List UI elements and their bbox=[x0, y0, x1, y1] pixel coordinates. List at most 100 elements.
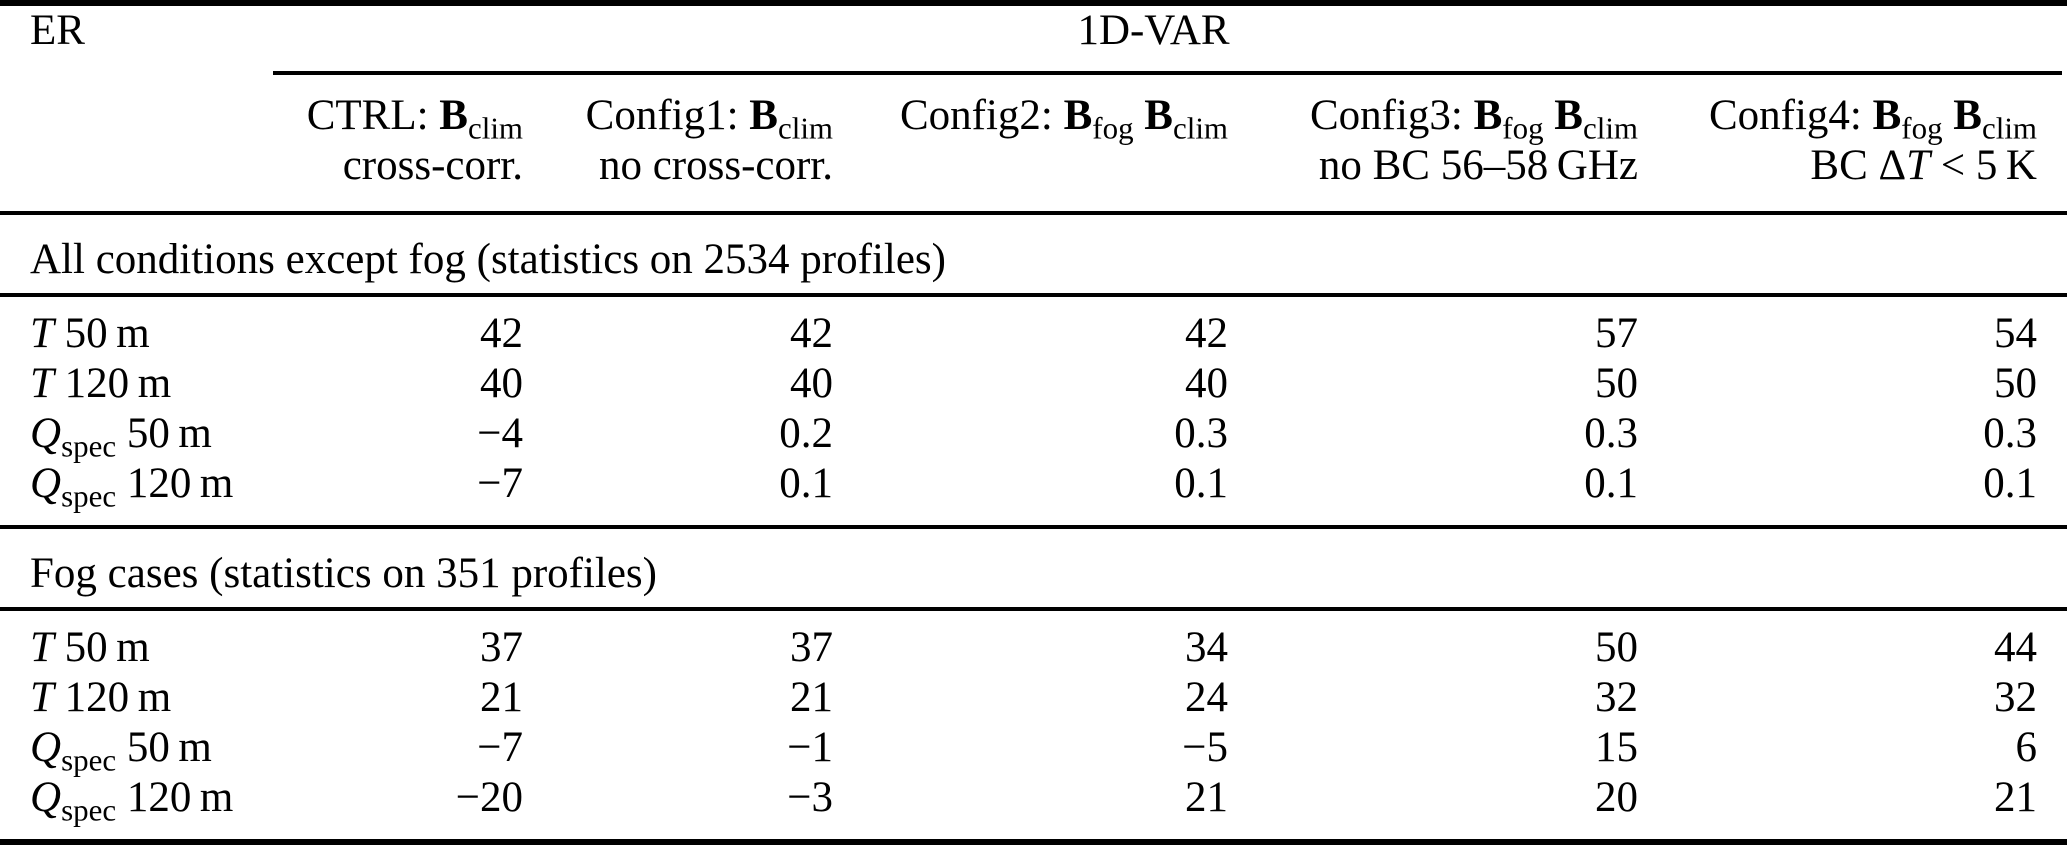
section-title: Fog cases (statistics on 351 profiles) bbox=[30, 550, 657, 597]
value-cell: 0.3 bbox=[1983, 410, 2037, 457]
text-segment: 120 m bbox=[116, 774, 234, 821]
bold-matrix-symbol: B bbox=[1872, 92, 1902, 139]
value-cell: −5 bbox=[1182, 724, 1228, 771]
bold-matrix-symbol: B bbox=[749, 92, 778, 139]
text-segment: cross-corr. bbox=[342, 142, 523, 189]
bold-matrix-symbol: B bbox=[1473, 92, 1503, 139]
row-label: T 50 m bbox=[0, 623, 240, 673]
bold-matrix-symbol: B bbox=[1554, 92, 1583, 139]
value-cell: 0.3 bbox=[1174, 410, 1228, 457]
row-label: T 120 m bbox=[0, 359, 240, 409]
text-segment: < 5 K bbox=[1930, 142, 2037, 189]
column-header-spacer bbox=[0, 141, 240, 191]
text-segment bbox=[1943, 92, 1954, 139]
value-cell: −4 bbox=[477, 410, 523, 457]
column-headers-line2: cross-corr. no cross-corr. no BC 56–58 GHz… bbox=[0, 141, 2067, 191]
text-segment bbox=[1134, 92, 1145, 139]
table-row: T 120 m 40 40 40 50 50 bbox=[0, 359, 2067, 409]
value-cell: 42 bbox=[790, 310, 833, 357]
value-cell: −1 bbox=[787, 724, 833, 771]
subscript: spec bbox=[61, 742, 117, 778]
value-cell: 21 bbox=[1185, 774, 1228, 821]
section-title-rule bbox=[0, 293, 2067, 297]
value-cell: 54 bbox=[1994, 310, 2037, 357]
value-cell: 15 bbox=[1595, 724, 1638, 771]
table-row: Qspec 120 m −7 0.1 0.1 0.1 0.1 bbox=[0, 459, 2067, 512]
top-rule bbox=[0, 0, 2067, 6]
value-cell: 0.3 bbox=[1584, 410, 1638, 457]
bold-matrix-symbol: B bbox=[1953, 92, 1982, 139]
column-header-spacer bbox=[0, 91, 240, 141]
text-segment: BC Δ bbox=[1810, 142, 1907, 189]
value-cell: 24 bbox=[1185, 674, 1228, 721]
column-header-config1: Config1: Bclim bbox=[523, 91, 833, 144]
text-segment: 50 m bbox=[53, 310, 150, 357]
table-section: Fog cases (statistics on 351 profiles) T … bbox=[0, 549, 2067, 845]
text-segment: 120 m bbox=[53, 360, 172, 407]
value-cell: 32 bbox=[1595, 674, 1638, 721]
value-cell: 40 bbox=[1185, 360, 1228, 407]
italic-variable: T bbox=[30, 360, 54, 407]
text-segment: 50 m bbox=[116, 724, 212, 771]
column-header-note-config1: no cross-corr. bbox=[523, 141, 833, 191]
table-body: All conditions except fog (statistics on… bbox=[0, 235, 2067, 845]
value-cell: 32 bbox=[1994, 674, 2037, 721]
column-header-note-ctrl: cross-corr. bbox=[240, 141, 523, 191]
group-header: 1D-VAR bbox=[1077, 7, 1230, 54]
text-segment: Config1: bbox=[585, 92, 750, 139]
subscript: fog bbox=[1092, 110, 1134, 146]
text-segment: Config4: bbox=[1708, 92, 1873, 139]
section-title: All conditions except fog (statistics on… bbox=[30, 236, 946, 283]
value-cell: 0.1 bbox=[1174, 460, 1228, 507]
bold-matrix-symbol: B bbox=[1063, 92, 1093, 139]
table-row: T 50 m 42 42 42 57 54 bbox=[0, 309, 2067, 359]
text-segment: 50 m bbox=[53, 624, 150, 671]
text-segment: Config3: bbox=[1309, 92, 1474, 139]
subscript: spec bbox=[61, 478, 117, 514]
corner-label: ER bbox=[30, 7, 85, 54]
row-label: Qspec 50 m bbox=[0, 723, 240, 776]
bottom-rule bbox=[0, 839, 2067, 845]
text-segment: no cross-corr. bbox=[598, 142, 833, 189]
value-cell: 42 bbox=[480, 310, 523, 357]
value-cell: 0.2 bbox=[779, 410, 833, 457]
section-title-row: All conditions except fog (statistics on… bbox=[0, 235, 2067, 285]
italic-variable: Q bbox=[30, 774, 62, 821]
subscript: clim bbox=[1172, 110, 1228, 146]
italic-variable: Q bbox=[30, 460, 62, 507]
column-header-ctrl: CTRL: Bclim bbox=[240, 91, 523, 144]
section-separator-rule bbox=[0, 525, 2067, 529]
row-label: T 50 m bbox=[0, 309, 240, 359]
column-header-note-config4: BC ΔT < 5 K bbox=[1638, 141, 2067, 191]
value-cell: 57 bbox=[1595, 310, 1638, 357]
column-header-note-config3: no BC 56–58 GHz bbox=[1228, 141, 1638, 191]
italic-variable: T bbox=[30, 624, 54, 671]
text-segment: 50 m bbox=[116, 410, 212, 457]
value-cell: 50 bbox=[1595, 360, 1638, 407]
value-cell: −3 bbox=[787, 774, 833, 821]
header-midrule bbox=[0, 211, 2067, 215]
bold-matrix-symbol: B bbox=[439, 92, 468, 139]
text-segment: 120 m bbox=[53, 674, 172, 721]
bold-matrix-symbol: B bbox=[1144, 92, 1173, 139]
value-cell: 37 bbox=[790, 624, 833, 671]
text-segment: Config2: bbox=[899, 92, 1064, 139]
section-title-rule bbox=[0, 607, 2067, 611]
text-segment bbox=[1544, 92, 1555, 139]
row-label: Qspec 120 m bbox=[0, 459, 240, 512]
column-headers-line1: CTRL: Bclim Config1: Bclim Config2: Bfog B… bbox=[0, 91, 2067, 144]
group-header-row: ER 1D-VAR bbox=[0, 6, 2067, 56]
value-cell: 50 bbox=[1994, 360, 2037, 407]
value-cell: 37 bbox=[480, 624, 523, 671]
value-cell: 42 bbox=[1185, 310, 1228, 357]
value-cell: 0.1 bbox=[1584, 460, 1638, 507]
section-title-row: Fog cases (statistics on 351 profiles) bbox=[0, 549, 2067, 599]
value-cell: 21 bbox=[1994, 774, 2037, 821]
value-cell: 21 bbox=[480, 674, 523, 721]
subscript: clim bbox=[467, 110, 523, 146]
italic-variable: Q bbox=[30, 724, 62, 771]
value-cell: 21 bbox=[790, 674, 833, 721]
italic-variable: T bbox=[1906, 142, 1931, 189]
table-row: Qspec 50 m −7 −1 −5 15 6 bbox=[0, 723, 2067, 776]
